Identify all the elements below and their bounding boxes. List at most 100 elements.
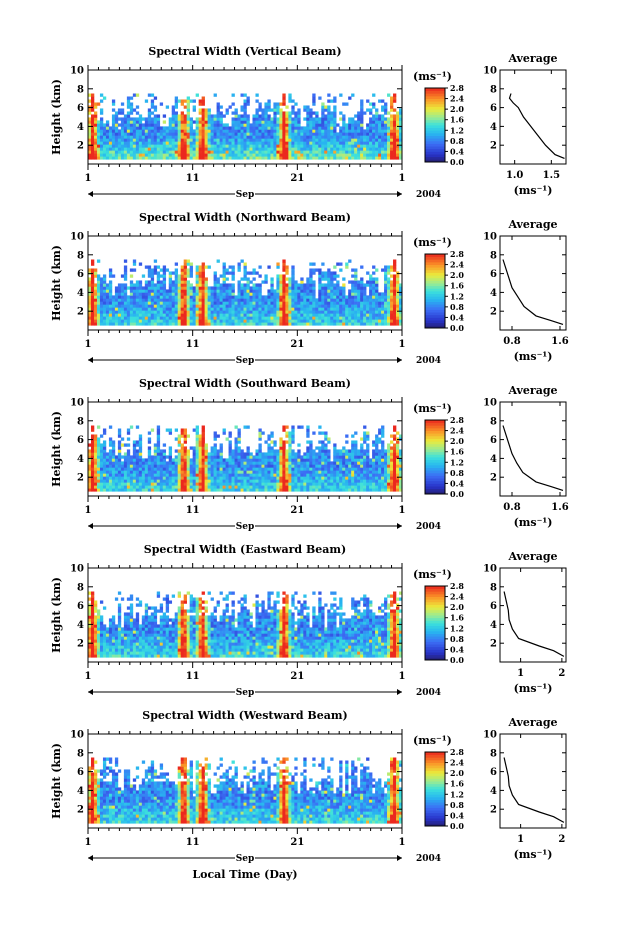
- heatmap-cell: [216, 135, 220, 139]
- heatmap-cell: [177, 153, 181, 157]
- heatmap-cell: [279, 123, 283, 127]
- heatmap-cell: [204, 141, 208, 145]
- heatmap-cell: [189, 117, 193, 121]
- heatmap-cell: [114, 322, 119, 326]
- heatmap-cell: [216, 304, 220, 308]
- colorbar-band: [425, 114, 445, 118]
- heatmap-cell: [372, 150, 376, 154]
- heatmap-cell: [132, 479, 137, 483]
- heatmap-cell: [309, 304, 313, 308]
- heatmap-cell: [291, 476, 295, 480]
- heatmap-cell: [192, 316, 196, 320]
- heatmap-cell: [96, 292, 101, 296]
- heatmap-cell: [294, 138, 298, 142]
- heatmap-cell: [90, 286, 95, 290]
- heatmap-cell: [225, 467, 229, 471]
- heatmap-cell: [102, 482, 107, 486]
- heatmap-cell: [372, 123, 376, 127]
- heatmap-cell: [105, 153, 110, 157]
- heatmap-cell: [321, 114, 325, 118]
- heatmap-cell: [174, 141, 179, 145]
- heatmap-cell: [162, 144, 167, 148]
- heatmap-cell: [132, 473, 137, 477]
- heatmap-cell: [90, 156, 95, 160]
- heatmap-cell: [336, 135, 340, 139]
- heatmap-cell: [153, 304, 158, 308]
- heatmap-cell: [198, 144, 202, 148]
- heatmap-cell: [297, 449, 301, 453]
- heatmap-cell: [222, 482, 226, 486]
- ytick-label: 4: [77, 288, 84, 299]
- heatmap-cell: [252, 153, 256, 157]
- heatmap-cell: [393, 96, 397, 100]
- heatmap-cell: [252, 304, 256, 308]
- heatmap-cell: [351, 156, 355, 160]
- panel-ylabel: Height (km): [50, 411, 63, 487]
- heatmap-cell: [369, 289, 373, 293]
- heatmap-cell: [117, 144, 122, 148]
- heatmap-cell: [183, 262, 187, 266]
- heatmap-cell: [180, 446, 184, 450]
- heatmap-cell: [330, 129, 334, 133]
- heatmap-cell: [162, 132, 167, 136]
- heatmap-cell: [162, 289, 167, 293]
- heatmap-cell: [186, 479, 190, 483]
- heatmap-cell: [159, 319, 164, 323]
- heatmap-cell: [399, 117, 403, 121]
- heatmap-cell: [381, 138, 385, 142]
- heatmap-cell: [138, 289, 143, 293]
- heatmap-cell: [276, 277, 280, 281]
- heatmap-cell: [111, 455, 116, 459]
- heatmap-cell: [372, 144, 376, 148]
- heatmap-cell: [222, 150, 226, 154]
- heatmap-cell: [126, 482, 131, 486]
- heatmap-cell: [129, 298, 134, 302]
- heatmap-cell: [231, 268, 235, 272]
- heatmap-cell: [147, 126, 152, 130]
- heatmap-cell: [306, 322, 310, 326]
- heatmap-cell: [138, 440, 143, 444]
- heatmap-cell: [249, 295, 253, 299]
- heatmap-cell: [303, 298, 307, 302]
- heatmap-cell: [150, 428, 155, 432]
- heatmap-cell: [228, 316, 232, 320]
- heatmap-cell: [201, 488, 205, 492]
- heatmap-cell: [171, 105, 176, 109]
- heatmap-cell: [366, 301, 370, 305]
- heatmap-cell: [246, 138, 250, 142]
- heatmap-cell: [234, 298, 238, 302]
- heatmap-cell: [225, 108, 229, 112]
- heatmap-cell: [390, 322, 394, 326]
- heatmap-cell: [285, 117, 289, 121]
- heatmap-cell: [93, 446, 98, 450]
- heatmap-cell: [273, 319, 277, 323]
- heatmap-cell: [147, 316, 152, 320]
- heatmap-cell: [243, 150, 247, 154]
- heatmap-cell: [183, 476, 187, 480]
- heatmap-cell: [360, 108, 364, 112]
- heatmap-cell: [213, 482, 217, 486]
- heatmap-cell: [282, 479, 286, 483]
- heatmap-cell: [228, 434, 232, 438]
- heatmap-cell: [267, 482, 271, 486]
- heatmap-cell: [126, 455, 131, 459]
- heatmap-cell: [243, 153, 247, 157]
- heatmap-cell: [243, 277, 247, 281]
- colorbar-tick-label: 1.2: [450, 291, 464, 301]
- heatmap-cell: [285, 431, 289, 435]
- heatmap-cell: [297, 458, 301, 462]
- heatmap-cell: [147, 144, 152, 148]
- heatmap-cell: [222, 262, 226, 266]
- heatmap-cell: [177, 319, 181, 323]
- heatmap-cell: [88, 301, 92, 305]
- heatmap-cell: [381, 304, 385, 308]
- heatmap-cell: [360, 310, 364, 314]
- heatmap-cell: [291, 108, 295, 112]
- heatmap-cell: [123, 286, 128, 290]
- heatmap-cell: [168, 156, 173, 160]
- heatmap-cell: [393, 150, 397, 154]
- heatmap-cell: [357, 138, 361, 142]
- heatmap-cell: [126, 147, 131, 151]
- heatmap-cell: [165, 292, 170, 296]
